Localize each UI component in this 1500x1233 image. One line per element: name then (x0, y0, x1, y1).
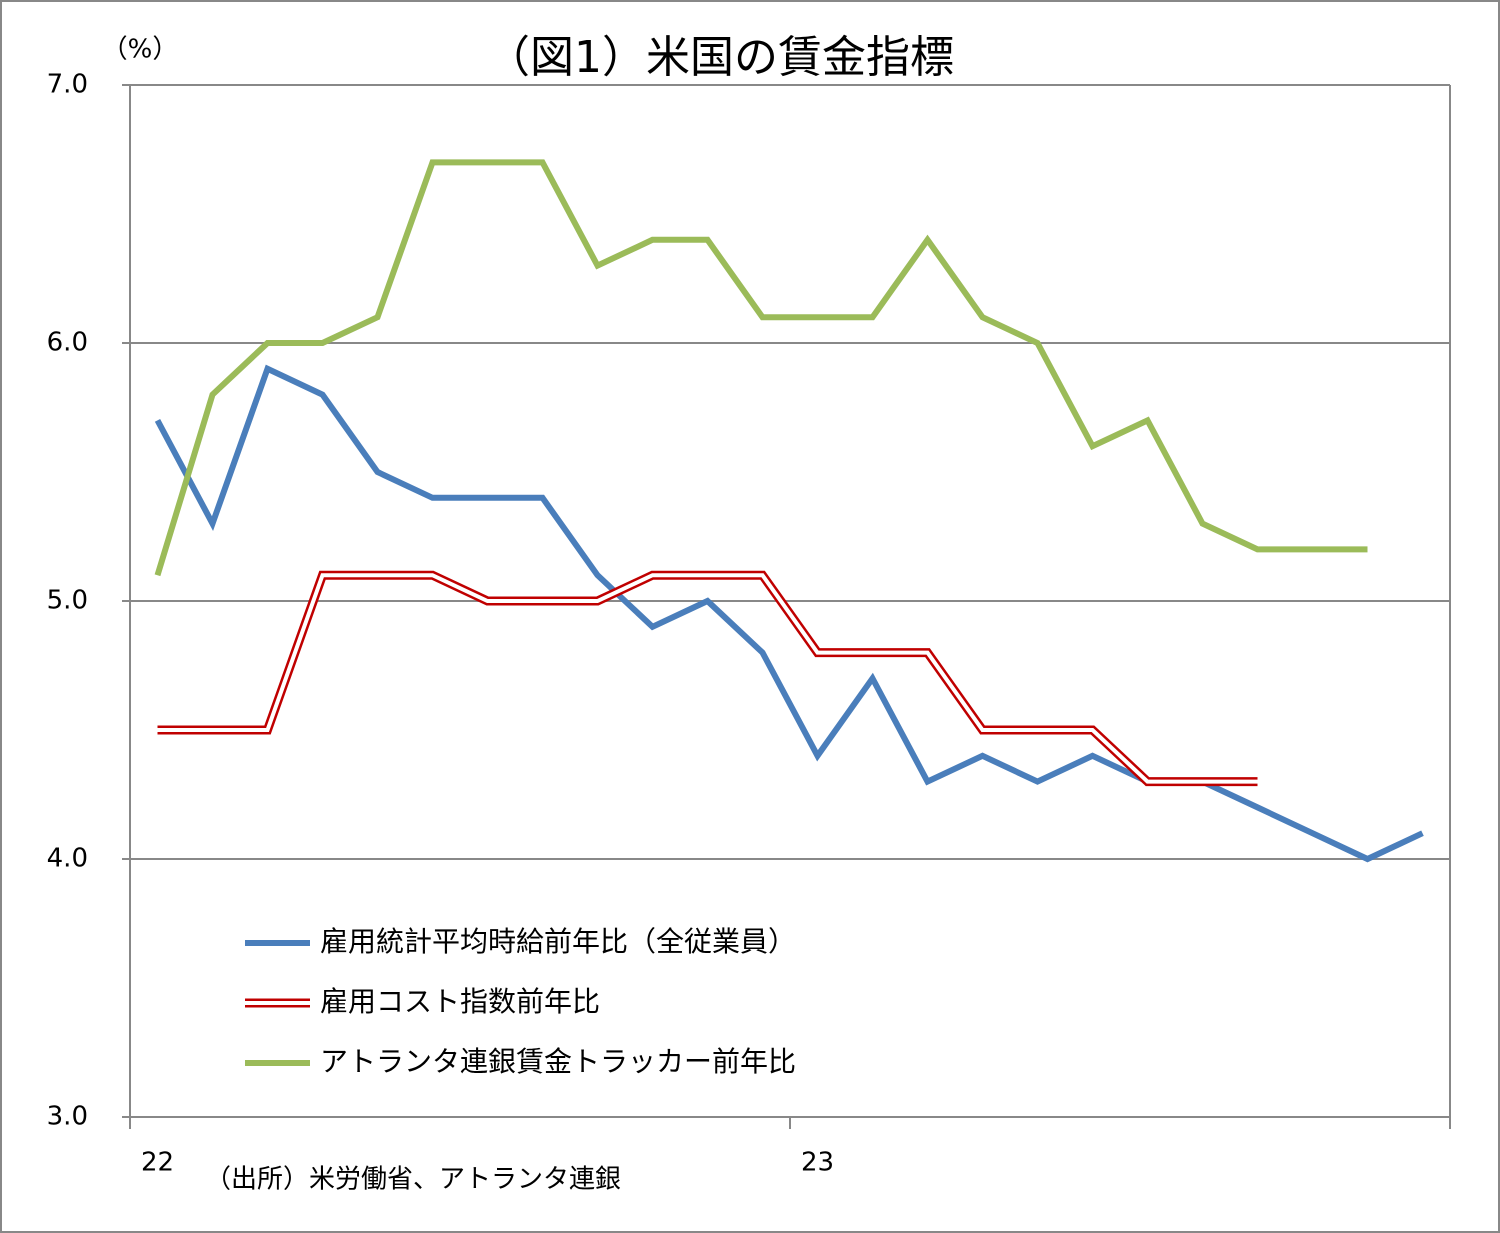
x-tick-label: 22 (141, 1148, 174, 1178)
y-unit: （%） (102, 35, 179, 65)
y-tick-label: 7.0 (47, 70, 88, 100)
legend-label: 雇用コスト指数前年比 (320, 985, 600, 1018)
y-tick-label: 4.0 (47, 844, 88, 874)
series-line (154, 159, 1368, 577)
source-note: （出所）米労働省、アトランタ連銀 (205, 1165, 621, 1195)
y-tick-label: 6.0 (47, 328, 88, 358)
x-tick-label: 23 (801, 1148, 834, 1178)
legend-label: アトランタ連銀賃金トラッカー前年比 (320, 1045, 796, 1078)
y-tick-label: 5.0 (47, 586, 88, 616)
y-tick-label: 3.0 (47, 1102, 88, 1132)
chart-title: （図1）米国の賃金指標 (486, 32, 954, 83)
series-line-inner (157, 573, 1258, 784)
legend-label: 雇用統計平均時給前年比（全従業員） (320, 925, 796, 958)
